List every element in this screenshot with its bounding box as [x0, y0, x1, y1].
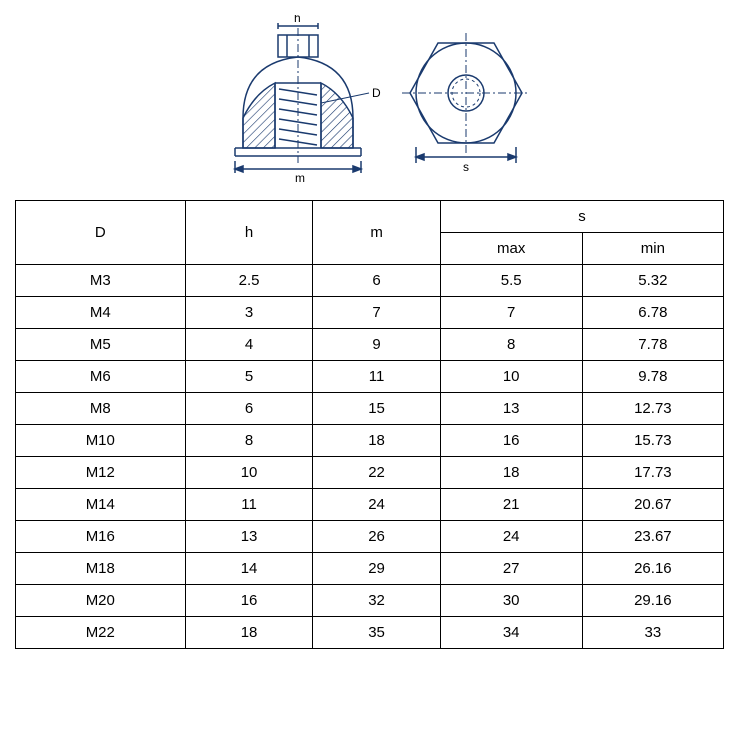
- label-m: m: [295, 171, 305, 185]
- cell-s_max: 16: [440, 425, 582, 457]
- cell-D: M10: [15, 425, 185, 457]
- cell-s_max: 13: [440, 393, 582, 425]
- cell-D: M22: [15, 617, 185, 649]
- cell-s_max: 27: [440, 553, 582, 585]
- cell-m: 35: [313, 617, 441, 649]
- table-row: M1613262423.67: [15, 521, 723, 553]
- cell-s_min: 12.73: [582, 393, 724, 425]
- cell-D: M4: [15, 297, 185, 329]
- cell-s_min: 23.67: [582, 521, 724, 553]
- table-row: M2218353433: [15, 617, 723, 649]
- cell-h: 3: [185, 297, 313, 329]
- cell-s_max: 7: [440, 297, 582, 329]
- cell-s_max: 21: [440, 489, 582, 521]
- cell-h: 18: [185, 617, 313, 649]
- table-row: M86151312.73: [15, 393, 723, 425]
- cell-D: M6: [15, 361, 185, 393]
- cell-s_max: 10: [440, 361, 582, 393]
- cell-s_max: 8: [440, 329, 582, 361]
- cell-D: M18: [15, 553, 185, 585]
- header-m: m: [313, 201, 441, 265]
- cell-m: 22: [313, 457, 441, 489]
- cell-s_min: 29.16: [582, 585, 724, 617]
- cap-nut-diagram: h: [210, 15, 530, 185]
- cell-h: 10: [185, 457, 313, 489]
- cell-s_min: 5.32: [582, 265, 724, 297]
- header-s-min: min: [582, 233, 724, 265]
- table-body: M32.565.55.32M43776.78M54987.78M6511109.…: [15, 265, 723, 649]
- table-row: M1210221817.73: [15, 457, 723, 489]
- cell-s_max: 34: [440, 617, 582, 649]
- table-row: M32.565.55.32: [15, 265, 723, 297]
- cell-D: M8: [15, 393, 185, 425]
- cell-s_min: 17.73: [582, 457, 724, 489]
- cell-m: 9: [313, 329, 441, 361]
- cell-m: 6: [313, 265, 441, 297]
- table-row: M1814292726.16: [15, 553, 723, 585]
- cell-m: 7: [313, 297, 441, 329]
- cell-h: 2.5: [185, 265, 313, 297]
- cell-s_min: 9.78: [582, 361, 724, 393]
- cell-m: 26: [313, 521, 441, 553]
- table-row: M43776.78: [15, 297, 723, 329]
- cell-s_min: 7.78: [582, 329, 724, 361]
- technical-diagram: h: [0, 0, 739, 200]
- header-s: s: [440, 201, 723, 233]
- cell-h: 5: [185, 361, 313, 393]
- cell-D: M14: [15, 489, 185, 521]
- header-h: h: [185, 201, 313, 265]
- cell-D: M16: [15, 521, 185, 553]
- table-row: M6511109.78: [15, 361, 723, 393]
- cell-s_max: 30: [440, 585, 582, 617]
- cell-h: 6: [185, 393, 313, 425]
- cell-s_min: 20.67: [582, 489, 724, 521]
- cell-s_max: 24: [440, 521, 582, 553]
- cell-s_min: 26.16: [582, 553, 724, 585]
- cell-m: 11: [313, 361, 441, 393]
- cell-m: 29: [313, 553, 441, 585]
- label-h: h: [294, 15, 301, 25]
- cell-D: M5: [15, 329, 185, 361]
- cell-D: M3: [15, 265, 185, 297]
- label-D: D: [372, 86, 381, 100]
- cell-m: 24: [313, 489, 441, 521]
- cell-s_min: 15.73: [582, 425, 724, 457]
- cell-h: 4: [185, 329, 313, 361]
- table-row: M54987.78: [15, 329, 723, 361]
- header-D: D: [15, 201, 185, 265]
- cell-h: 13: [185, 521, 313, 553]
- header-s-max: max: [440, 233, 582, 265]
- cell-m: 18: [313, 425, 441, 457]
- cell-D: M12: [15, 457, 185, 489]
- cell-h: 8: [185, 425, 313, 457]
- label-s: s: [463, 160, 469, 174]
- table-row: M108181615.73: [15, 425, 723, 457]
- cell-h: 11: [185, 489, 313, 521]
- table-row: M2016323029.16: [15, 585, 723, 617]
- cell-s_max: 5.5: [440, 265, 582, 297]
- cell-h: 16: [185, 585, 313, 617]
- cell-D: M20: [15, 585, 185, 617]
- cell-s_min: 6.78: [582, 297, 724, 329]
- cell-s_min: 33: [582, 617, 724, 649]
- dimensions-table: D h m s max min M32.565.55.32M43776.78M5…: [15, 200, 724, 649]
- cell-s_max: 18: [440, 457, 582, 489]
- cell-h: 14: [185, 553, 313, 585]
- table-row: M1411242120.67: [15, 489, 723, 521]
- spec-table: D h m s max min M32.565.55.32M43776.78M5…: [15, 200, 724, 649]
- cell-m: 32: [313, 585, 441, 617]
- cell-m: 15: [313, 393, 441, 425]
